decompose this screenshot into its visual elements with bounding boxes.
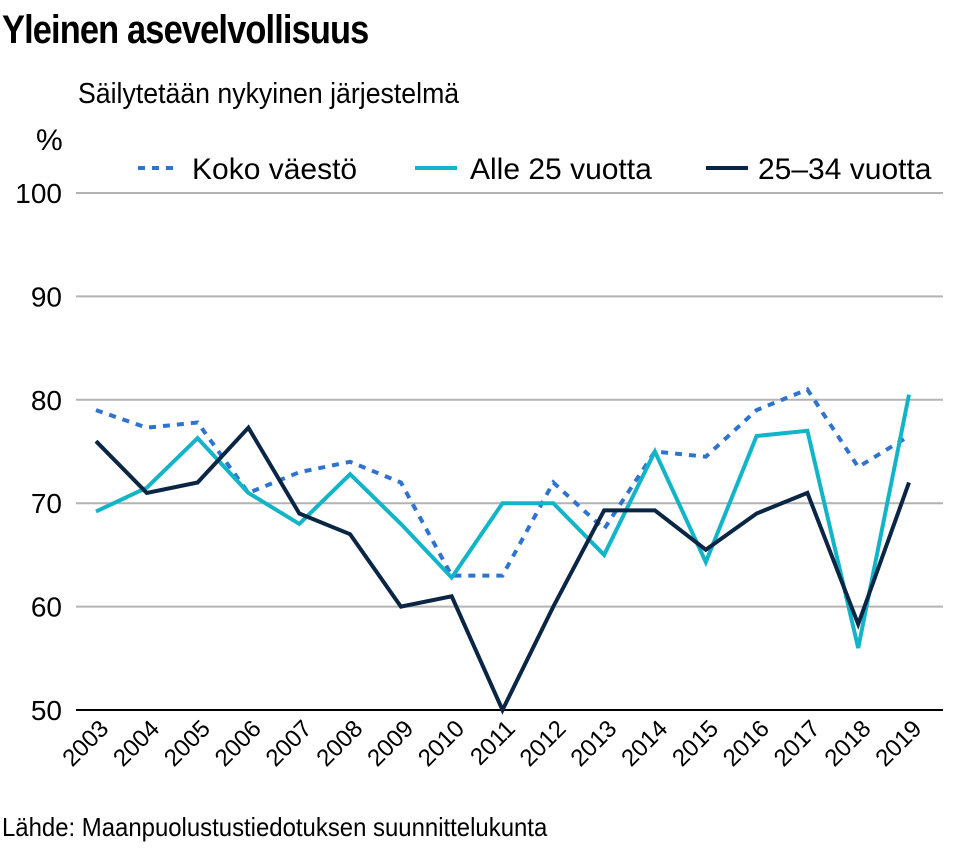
- y-tick-label: 100: [15, 178, 62, 209]
- chart-subtitle: Säilytetään nykyinen järjestelmä: [78, 78, 460, 110]
- x-tick-label: 2005: [159, 715, 216, 772]
- series-line-0: [95, 387, 911, 578]
- x-tick-label: 2016: [718, 715, 775, 772]
- line-chart: % Koko väestö Alle 25 vuotta 25–34 vuott…: [15, 124, 943, 772]
- y-axis-labels: 50 60 70 80 90 100: [15, 178, 62, 726]
- legend-label-koko: Koko väestö: [192, 153, 357, 186]
- series-lines: [94, 387, 911, 715]
- x-tick-label: 2013: [566, 715, 623, 772]
- x-tick-label: 2017: [769, 715, 826, 772]
- y-tick-label: 50: [31, 695, 62, 726]
- legend: Koko väestö Alle 25 vuotta 25–34 vuotta: [138, 153, 932, 186]
- x-tick-label: 2009: [362, 715, 419, 772]
- x-tick-label: 2019: [870, 715, 927, 772]
- x-tick-label: 2014: [616, 715, 673, 772]
- x-tick-label: 2012: [515, 715, 572, 772]
- legend-label-25-34: 25–34 vuotta: [758, 153, 932, 186]
- x-tick-label: 2003: [57, 715, 114, 772]
- gridlines: [76, 192, 943, 711]
- legend-label-alle25: Alle 25 vuotta: [470, 153, 652, 186]
- series-line-1: [95, 394, 911, 649]
- y-tick-label: 80: [31, 385, 62, 416]
- x-tick-label: 2004: [108, 715, 165, 772]
- chart-title: Yleinen asevelvollisuus: [2, 8, 369, 52]
- x-axis-labels: 2003200420052006200720082009201020112012…: [57, 715, 927, 772]
- source-note: Lähde: Maanpuolustustiedotuksen suunnitt…: [2, 812, 548, 842]
- x-tick-label: 2007: [261, 715, 318, 772]
- y-tick-label: 60: [31, 592, 62, 623]
- y-axis-unit: %: [36, 124, 63, 157]
- x-tick-label: 2008: [311, 715, 368, 772]
- x-tick-label: 2015: [667, 715, 724, 772]
- y-tick-label: 90: [31, 281, 62, 312]
- x-tick-label: 2011: [465, 715, 521, 771]
- y-tick-label: 70: [31, 488, 62, 519]
- series-line-2: [94, 424, 911, 715]
- x-tick-label: 2010: [413, 715, 470, 772]
- x-tick-label: 2006: [210, 715, 267, 772]
- x-tick-label: 2018: [820, 715, 877, 772]
